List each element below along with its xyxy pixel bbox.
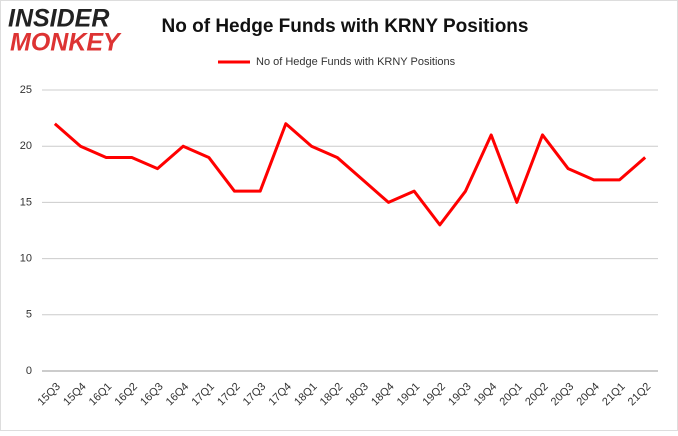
logo-top: INSIDER [8,5,109,33]
y-tick-label: 25 [20,84,32,96]
y-tick-label: 20 [20,140,32,152]
series-line [53,122,647,227]
y-tick-label: 0 [26,365,32,377]
legend-label: No of Hedge Funds with KRNY Positions [256,56,456,68]
chart-title: No of Hedge Funds with KRNY Positions [162,16,529,37]
y-tick-label: 15 [20,196,32,208]
logo-bottom: MONKEY [10,29,122,57]
y-tick-label: 5 [26,309,32,321]
y-tick-label: 10 [20,253,32,265]
